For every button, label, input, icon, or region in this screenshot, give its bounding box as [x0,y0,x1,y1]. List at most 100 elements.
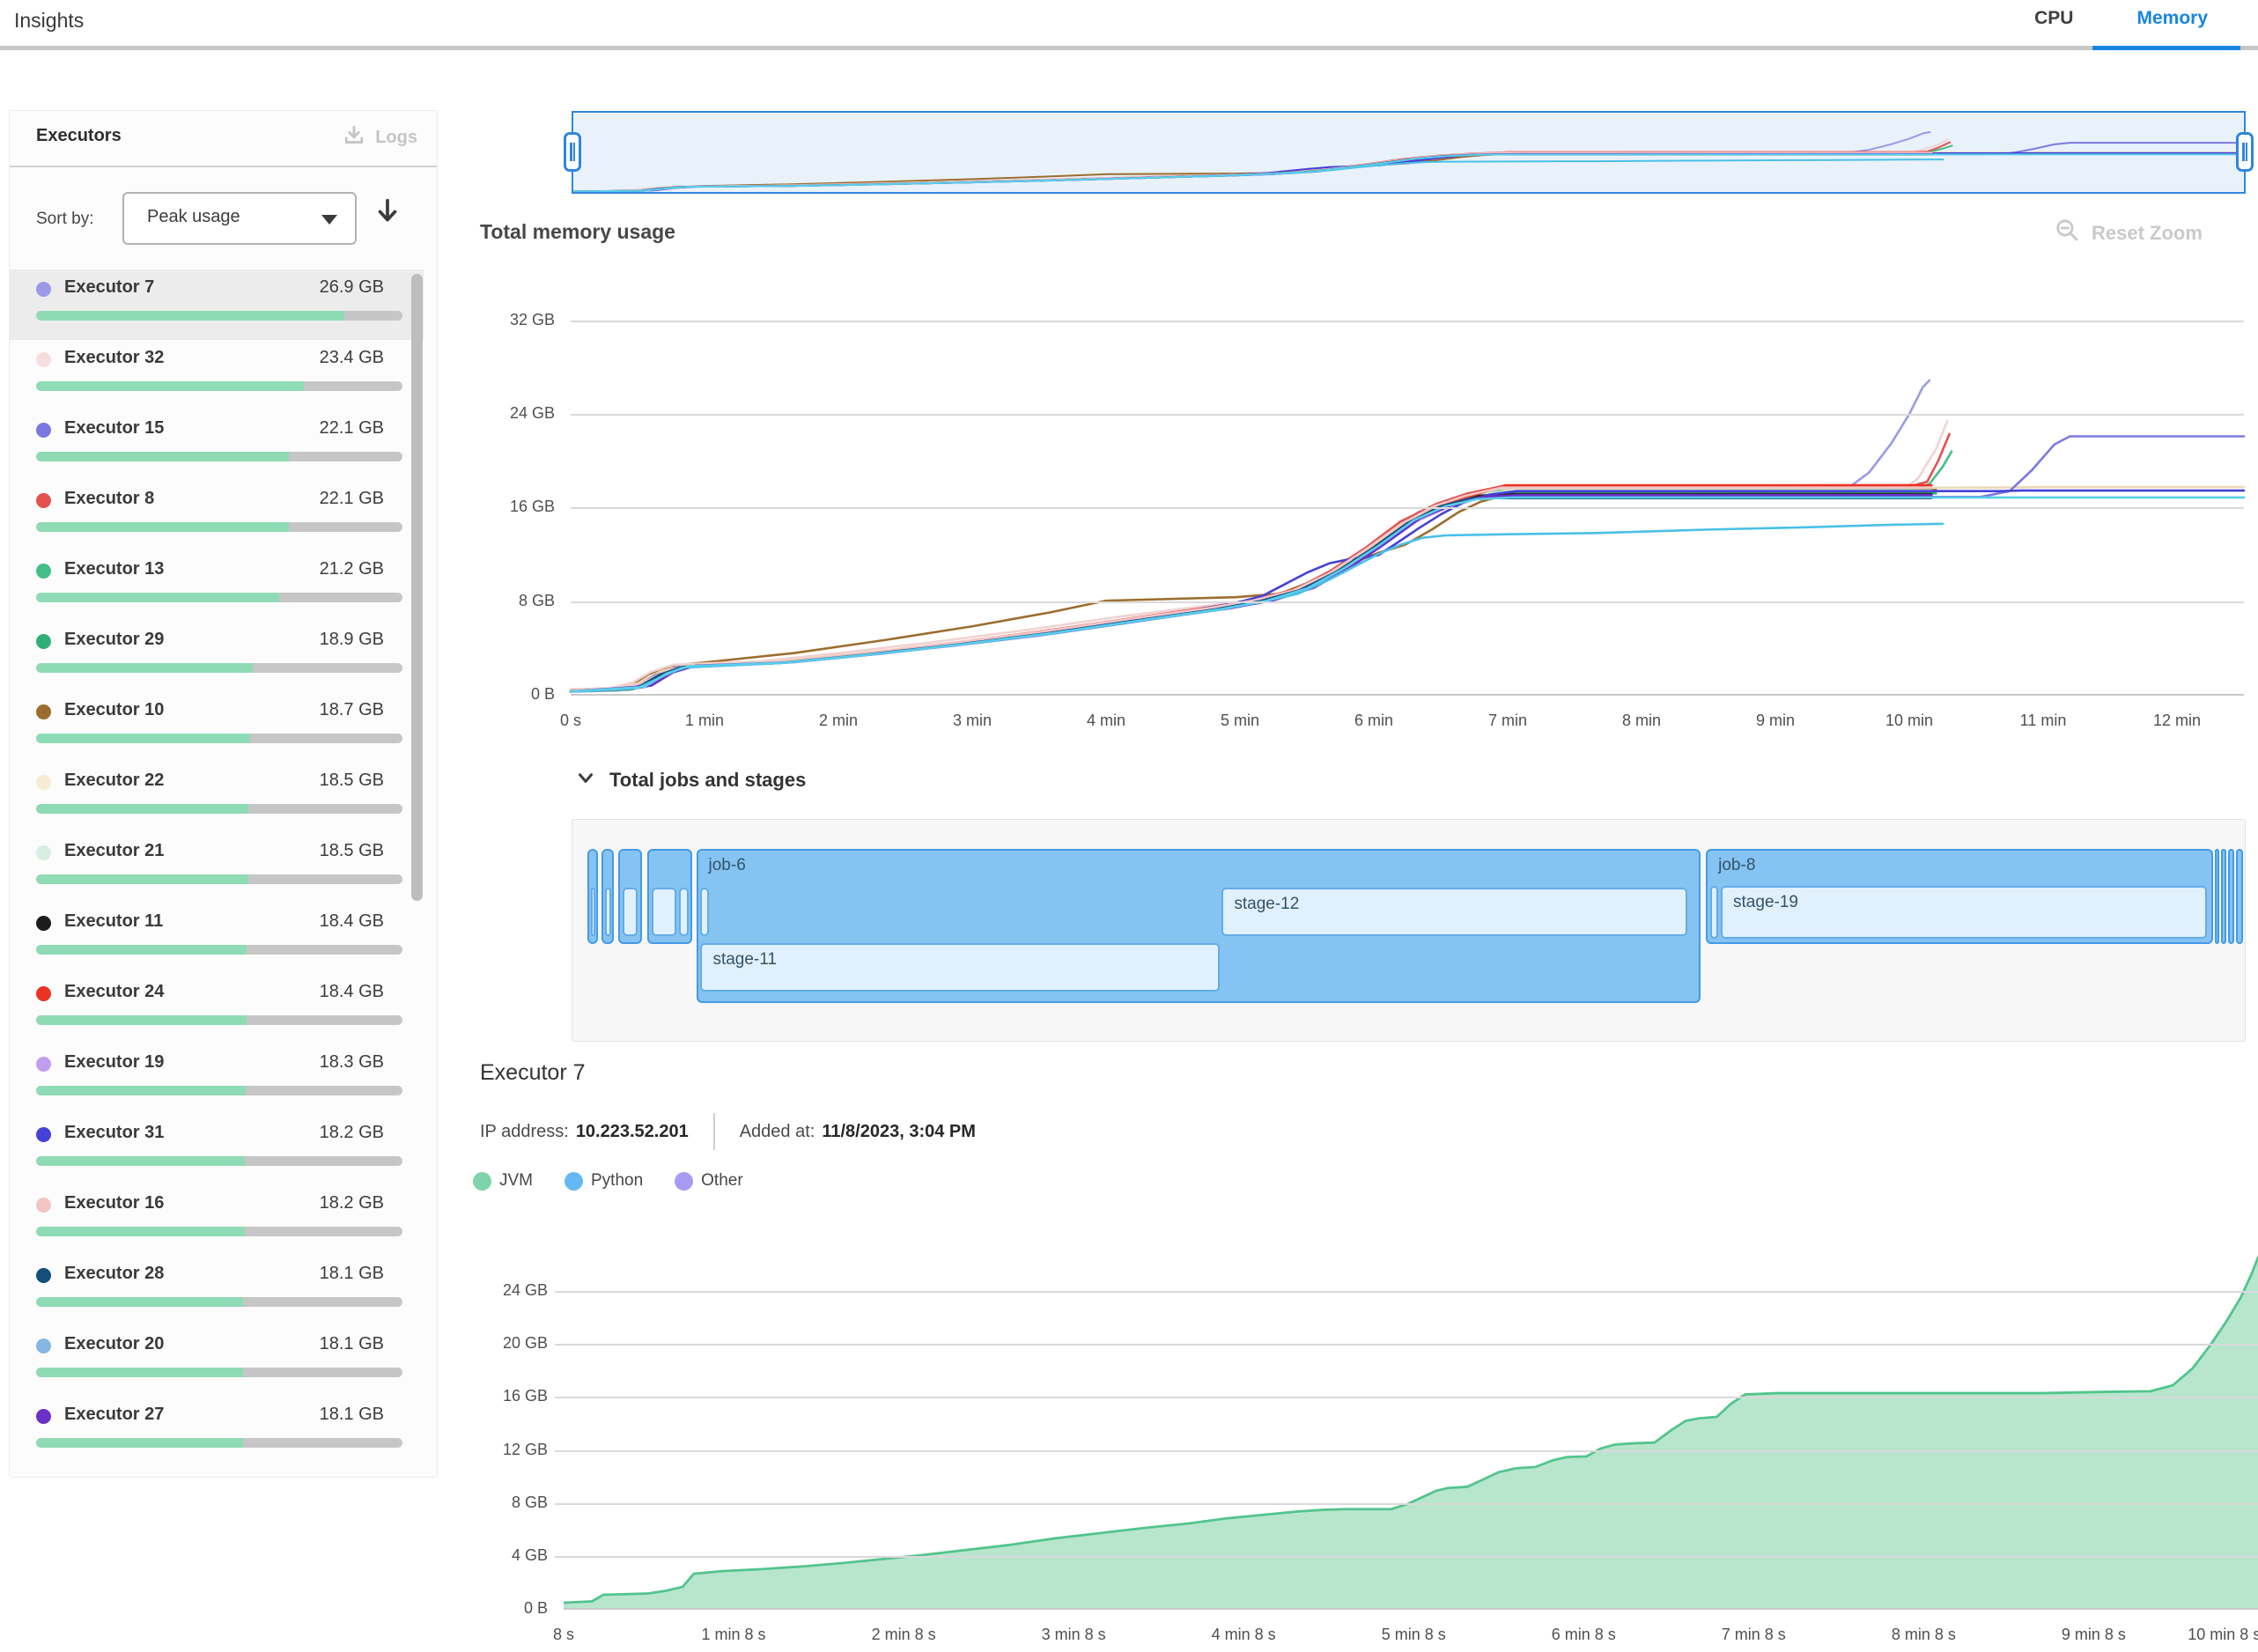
executor-row[interactable]: Executor 20 18.1 GB [10,1326,424,1397]
brush-handle-left[interactable] [564,132,581,172]
executor-row[interactable]: Executor 32 23.4 GB [10,340,424,410]
stage-bar[interactable] [699,888,709,936]
executor-row[interactable]: Executor 31 18.2 GB [10,1115,424,1185]
job-bar[interactable] [2214,849,2219,944]
executor-row[interactable]: Executor 19 18.3 GB [10,1044,424,1115]
executor-peak-value: 18.3 GB [319,1052,384,1072]
tab-cpu[interactable]: CPU [2034,8,2074,28]
executor-usage-bar [36,1086,402,1095]
executor-color-dot [36,1198,51,1213]
stage-bar-stage-11[interactable]: stage-11 [700,943,1221,992]
sidebar-scrollbar[interactable] [411,274,423,901]
job-bar[interactable] [2235,849,2243,944]
executor-name: Executor 20 [64,1334,165,1353]
executor-peak-value: 18.5 GB [319,771,384,790]
sort-select[interactable]: Peak usage [122,192,357,245]
executors-panel-header: Executors Logs [10,111,437,167]
x-axis-label: 9 min [1755,712,1796,729]
executor-color-dot [36,1057,51,1072]
y-axis-label: 20 GB [502,1334,548,1353]
stage-label: stage-19 [1733,893,1798,911]
ip-address-value: 10.223.52.201 [575,1121,689,1141]
stage-bar-stage-12[interactable]: stage-12 [1221,888,1688,936]
executor-row[interactable]: Executor 11 18.4 GB [10,903,424,974]
tab-memory[interactable]: Memory [2136,8,2208,28]
legend-item-other: Other [675,1171,743,1191]
stage-bar[interactable] [652,888,677,936]
executor-usage-bar [36,1438,402,1448]
gridline [555,1449,2258,1452]
executor-name: Executor 7 [64,277,155,297]
executor-name: Executor 32 [64,348,165,367]
executor-row[interactable]: Executor 7 26.9 GB [10,269,424,340]
executor-color-dot [36,1127,51,1142]
x-axis-label: 4 min [1086,712,1126,729]
executor-row[interactable]: Executor 27 18.1 GB [10,1397,424,1467]
y-axis-label: 0 B [523,1599,548,1617]
executor-row[interactable]: Executor 22 18.5 GB [10,763,424,833]
executor-row[interactable]: Executor 24 18.4 GB [10,974,424,1044]
executor-usage-bar [36,874,402,884]
executor-peak-value: 18.2 GB [319,1193,384,1213]
reset-zoom-button[interactable]: Reset Zoom [2055,218,2203,248]
executor-usage-bar [36,452,402,461]
executor-row[interactable]: Executor 28 18.1 GB [10,1256,424,1326]
stage-bar-stage-19[interactable]: stage-19 [1721,886,2207,939]
job-bar[interactable] [2220,849,2226,944]
sort-direction-button[interactable] [373,195,402,225]
executor-row[interactable]: Executor 29 18.9 GB [10,622,424,692]
executor-peak-value: 26.9 GB [319,277,384,297]
x-axis-label: 2 min 8 s [871,1626,936,1643]
job-label: job-6 [708,856,746,874]
executor-usage-bar [36,593,402,602]
x-axis-label: 10 min [1885,712,1934,729]
stage-bar[interactable] [604,888,612,936]
executors-title: Executors [36,126,122,145]
executor-usage-bar [36,734,402,743]
zoom-brush-region[interactable] [564,111,2254,194]
x-axis-label: 8 s [552,1626,575,1643]
job-bar[interactable] [2227,849,2234,944]
stage-bar[interactable] [590,888,595,936]
sort-by-label: Sort by: [36,210,94,228]
executor-peak-value: 18.1 GB [319,1264,384,1283]
memory-lines [571,298,2244,694]
executor-color-dot [36,704,51,719]
other-dot-icon [675,1171,694,1191]
executor-usage-bar [36,522,402,532]
executor-color-dot [36,423,51,438]
stage-bar[interactable] [623,888,638,936]
executor-usage-bar [36,945,402,955]
executor-peak-value: 18.4 GB [319,911,384,931]
brush-handle-right[interactable] [2236,132,2254,172]
logs-button[interactable]: Logs [342,123,417,152]
executor-color-dot [36,564,51,579]
job-label: job-8 [1718,856,1756,874]
stage-bar[interactable] [679,888,690,936]
stage-bar[interactable] [1710,886,1719,939]
executor-name: Executor 16 [64,1193,165,1213]
executor-row[interactable]: Executor 10 18.7 GB [10,692,424,763]
gridline [571,320,2244,322]
executor-color-dot [36,1268,51,1283]
jvm-dot-icon [473,1171,491,1191]
executor-usage-bar [36,1227,402,1236]
gridline [555,1502,2258,1505]
jobs-section-toggle[interactable]: Total jobs and stages [574,766,806,793]
x-axis-label: 3 min 8 s [1041,1626,1106,1643]
executor-name: Executor 19 [64,1052,165,1072]
executor-color-dot [36,1409,51,1424]
executor-row[interactable]: Executor 21 18.5 GB [10,833,424,903]
executor-peak-value: 18.7 GB [319,700,384,719]
executor-row[interactable]: Executor 15 22.1 GB [10,410,424,481]
gridline [571,601,2244,603]
executors-panel: Executors Logs Sort by: Peak usage Execu… [9,110,438,1478]
executor-color-dot [36,916,51,931]
executor-name: Executor 27 [64,1405,165,1424]
info-divider [712,1113,715,1150]
executor-row[interactable]: Executor 8 22.1 GB [10,481,424,551]
x-axis-label: 8 min [1621,712,1662,729]
executor-row[interactable]: Executor 13 21.2 GB [10,551,424,622]
executor-row[interactable]: Executor 16 18.2 GB [10,1185,424,1256]
executor-name: Executor 15 [64,418,165,438]
